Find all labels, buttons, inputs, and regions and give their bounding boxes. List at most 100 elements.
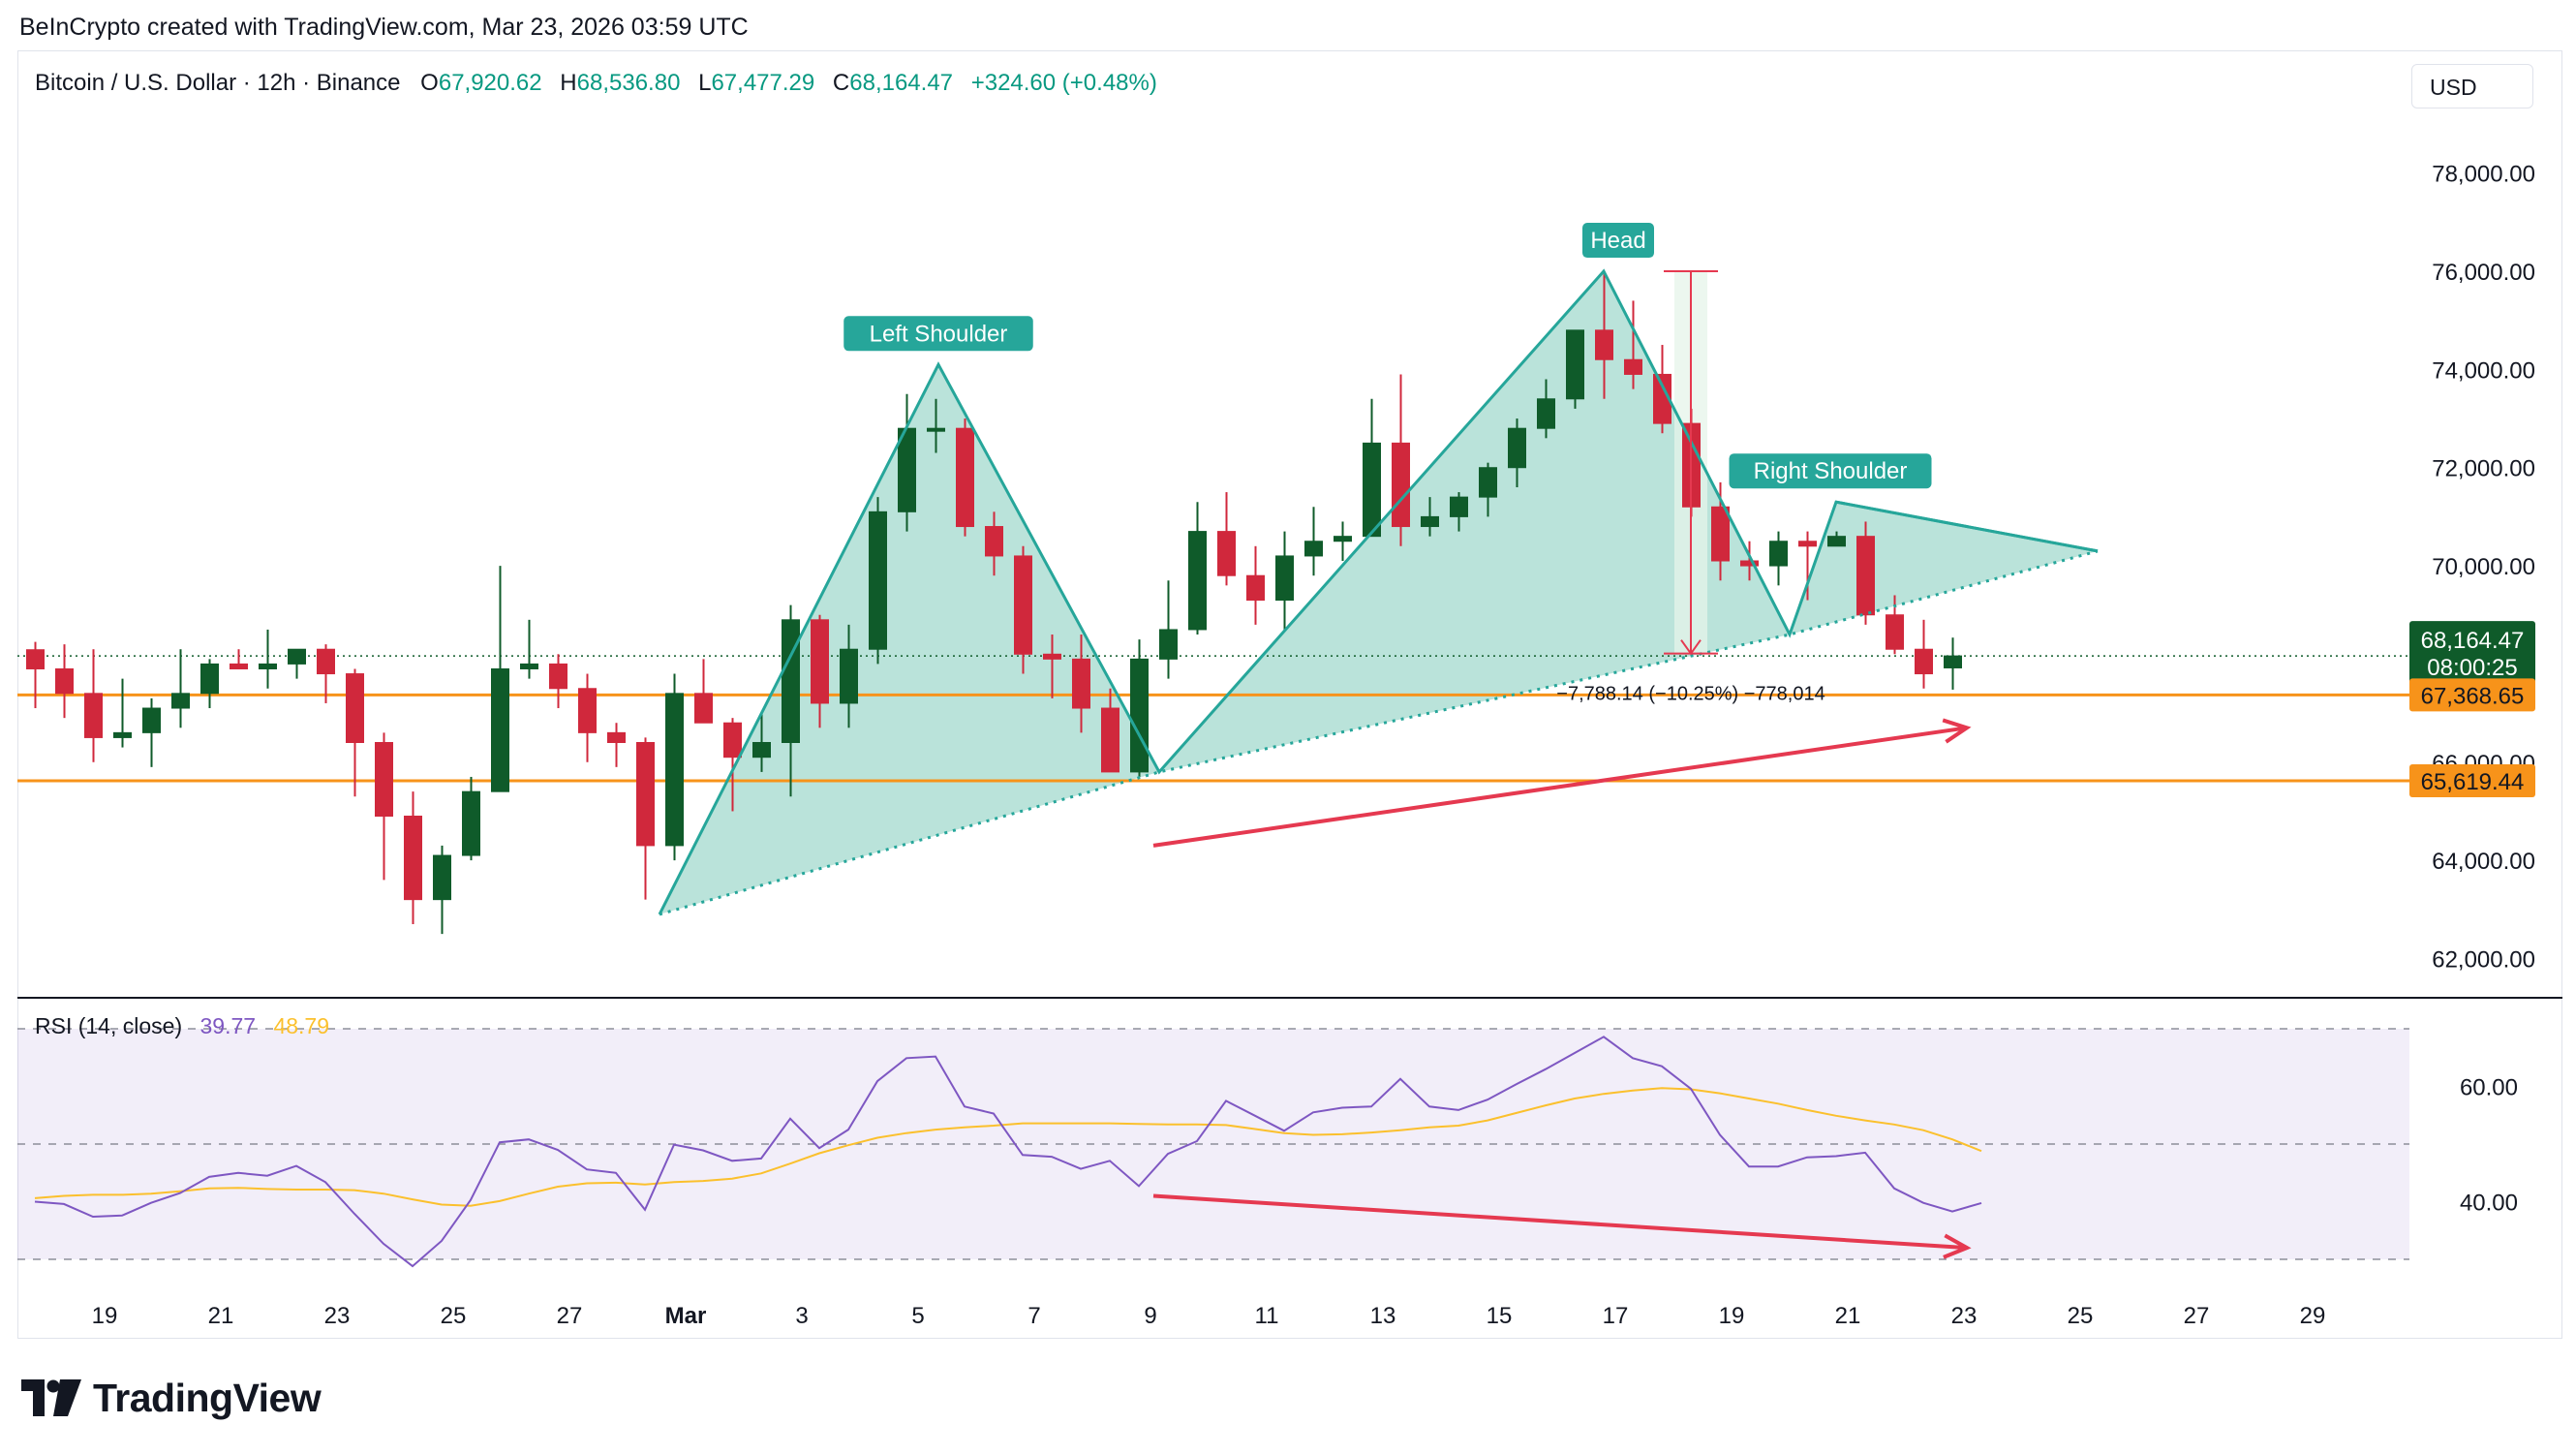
candle[interactable] (840, 624, 858, 728)
candle[interactable] (1653, 345, 1671, 434)
candle-body (1072, 658, 1090, 709)
candle[interactable] (1944, 637, 1962, 690)
pattern-label[interactable]: Right Shoulder (1729, 453, 1932, 489)
candle[interactable] (869, 497, 887, 665)
candle[interactable] (1595, 271, 1613, 399)
candle[interactable] (1856, 521, 1875, 625)
candle-body (1392, 442, 1410, 528)
candle[interactable] (1188, 502, 1207, 635)
candle[interactable] (1217, 492, 1236, 586)
time-tick-label: 7 (1027, 1303, 1040, 1329)
low-label: L (698, 70, 712, 96)
candle-body (985, 526, 1003, 557)
candle[interactable] (1275, 531, 1294, 630)
price-divergence-arrow[interactable] (1152, 726, 1968, 848)
high-label: H (560, 70, 577, 96)
rsi-line[interactable] (34, 1036, 1982, 1268)
candle[interactable] (1130, 639, 1149, 777)
candle[interactable] (520, 619, 538, 679)
time-tick-label: 17 (1603, 1303, 1629, 1329)
measure-label: −7,788.14 (−10.25%) −778,014 (1556, 684, 1825, 705)
candle-body (346, 673, 364, 743)
candle[interactable] (636, 737, 655, 900)
candle[interactable] (1769, 531, 1788, 586)
candle-body (1827, 536, 1846, 547)
candle[interactable] (1246, 545, 1265, 625)
candle[interactable] (1421, 497, 1439, 537)
open-label: O (420, 70, 439, 96)
candle[interactable] (1508, 418, 1526, 487)
candle[interactable] (1304, 507, 1323, 576)
rsi-tick-label: 60.00 (2460, 1075, 2518, 1101)
candle[interactable] (607, 723, 626, 767)
candle[interactable] (752, 713, 771, 772)
candle[interactable] (346, 668, 364, 797)
candle[interactable] (317, 644, 335, 703)
candle[interactable] (375, 732, 393, 881)
candle[interactable] (723, 718, 742, 812)
candle[interactable] (1827, 531, 1846, 547)
candle[interactable] (578, 673, 597, 762)
countdown-value: 08:00:25 (2427, 655, 2517, 681)
pattern-label[interactable]: Head (1582, 223, 1654, 259)
chart-credit: BeInCrypto created with TradingView.com,… (19, 14, 749, 41)
rsi-divergence-arrow[interactable] (1152, 1193, 1968, 1251)
candle[interactable] (200, 659, 219, 709)
candle[interactable] (1479, 462, 1497, 517)
candle[interactable] (1392, 374, 1410, 546)
candle[interactable] (113, 678, 132, 748)
candle[interactable] (288, 648, 306, 679)
candle[interactable] (1740, 541, 1759, 581)
candle[interactable] (1566, 329, 1584, 409)
candle-body (1740, 560, 1759, 567)
candle[interactable] (462, 776, 480, 861)
candle-body (1101, 707, 1119, 773)
candle[interactable] (55, 644, 74, 719)
symbol-title[interactable]: Bitcoin / U.S. Dollar · 12h · Binance (35, 70, 401, 96)
candle[interactable] (1159, 580, 1178, 679)
time-tick-label: 29 (2300, 1303, 2326, 1329)
candle[interactable] (1537, 379, 1555, 439)
candle[interactable] (1334, 521, 1352, 562)
rsi-ma-value: 48.79 (273, 1013, 330, 1038)
candle[interactable] (259, 629, 277, 689)
candle[interactable] (1798, 531, 1817, 601)
pattern-layer: Left Shoulder Head Right Shoulder (658, 223, 2099, 916)
candle[interactable] (1072, 635, 1090, 733)
candle[interactable] (433, 845, 451, 935)
candle[interactable] (26, 641, 45, 709)
candle[interactable] (956, 418, 974, 537)
candle[interactable] (171, 649, 190, 728)
level-price-badge[interactable]: 67,368.65 (2409, 678, 2535, 712)
candle[interactable] (1363, 398, 1381, 538)
candle[interactable] (404, 791, 422, 924)
candle[interactable] (694, 659, 713, 724)
candle[interactable] (1043, 635, 1061, 698)
rsi-indicator-name[interactable]: RSI (14, close) (35, 1013, 183, 1038)
candle[interactable] (230, 649, 248, 669)
candle[interactable] (1014, 545, 1032, 674)
candle[interactable] (1915, 619, 1933, 689)
candle[interactable] (782, 604, 800, 797)
candle[interactable] (811, 614, 829, 728)
level-price-value: 67,368.65 (2421, 683, 2525, 709)
rsi-ma-line[interactable] (34, 1087, 1982, 1207)
pattern-label[interactable]: Left Shoulder (843, 316, 1033, 352)
candle[interactable] (142, 697, 161, 767)
candle[interactable] (549, 654, 567, 709)
candle-body (752, 741, 771, 758)
tradingview-logo[interactable]: TradingView (21, 1374, 322, 1422)
candle[interactable] (1624, 300, 1642, 389)
currency-button[interactable]: USD (2411, 64, 2533, 108)
candle[interactable] (1101, 688, 1119, 773)
candle[interactable] (84, 649, 103, 762)
candle[interactable] (985, 511, 1003, 576)
candle[interactable] (898, 393, 916, 532)
candle[interactable] (491, 566, 509, 792)
level-price-badge[interactable]: 65,619.44 (2409, 764, 2535, 798)
candle[interactable] (1450, 492, 1468, 532)
candle[interactable] (665, 673, 684, 861)
candle[interactable] (927, 398, 945, 453)
